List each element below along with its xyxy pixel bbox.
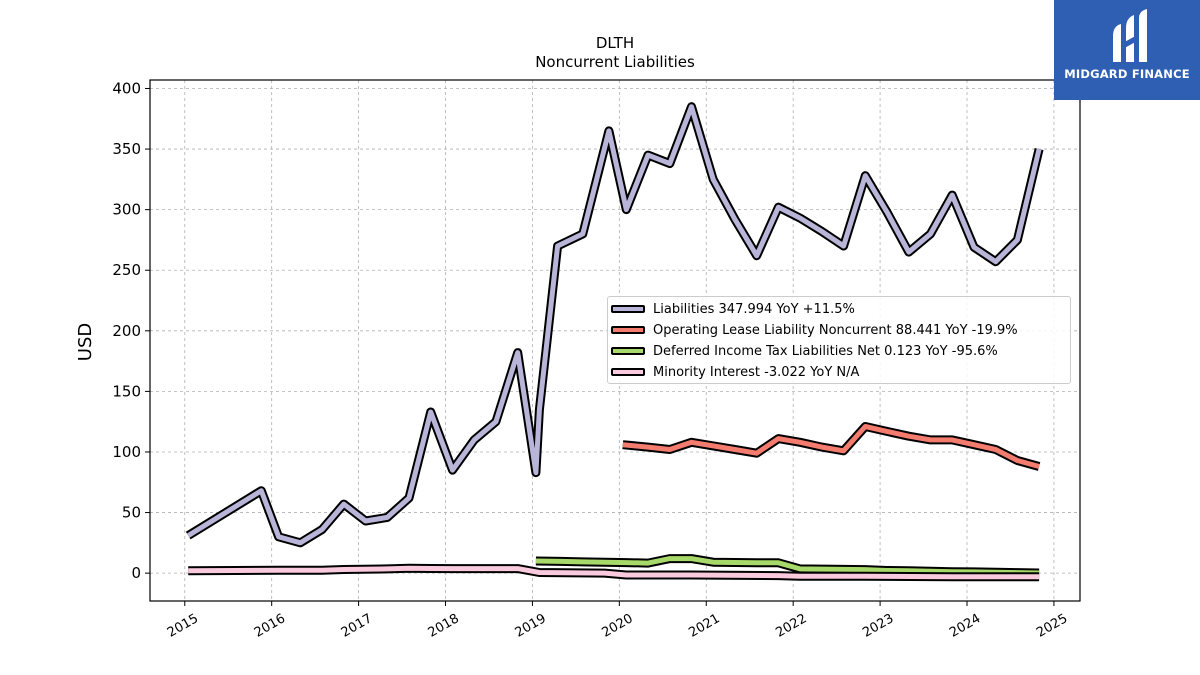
series-line-operating-lease-liability-noncurrent [622,424,1040,469]
chart-subtitle: Noncurrent Liabilities [535,53,695,71]
y-tick-label: 50 [122,504,141,522]
y-tick-label: 150 [112,382,141,400]
legend-label-operating-lease: Operating Lease Liability Noncurrent 88.… [653,322,1018,338]
x-tick-label: 2017 [339,611,375,641]
chart-title: DLTH [596,34,634,52]
x-tick-label: 2016 [252,611,288,641]
legend-item-operating-lease: Operating Lease Liability Noncurrent 88.… [611,320,1018,340]
x-tick-label: 2022 [773,611,809,641]
y-axis: 0 50 100 150 200 250 300 350 400 [112,79,150,582]
y-tick-label: 350 [112,140,141,158]
x-tick-label: 2025 [1034,611,1070,641]
x-tick-label: 2015 [165,611,201,641]
brand-logo: MIDGARD FINANCE [1054,0,1200,100]
logo-mark-icon [1113,9,1147,62]
plot-frame [149,79,1081,602]
legend-item-minority-interest: Minority Interest -3.022 YoY N/A [611,362,859,382]
series-line-deferred-income-tax-liabilities-net [535,556,1040,576]
series-line-minority-interest [188,565,1040,580]
y-tick-label: 250 [112,261,141,279]
legend-swatch-deferred-tax [611,347,645,355]
x-tick-label: 2019 [513,611,549,641]
chart-legend: Liabilities 347.994 YoY +11.5% Operating… [607,296,1071,384]
legend-item-deferred-tax: Deferred Income Tax Liabilities Net 0.12… [611,341,998,361]
x-tick-label: 2024 [947,611,983,641]
y-tick-label: 200 [112,322,141,340]
x-tick-label: 2023 [860,611,896,641]
series-line-liabilities [186,104,1042,546]
legend-label-minority-interest: Minority Interest -3.022 YoY N/A [653,364,860,380]
y-tick-label: 400 [112,79,141,97]
y-tick-label: 0 [131,564,141,582]
y-tick-label: 300 [112,201,141,219]
y-axis-label: USD [75,323,96,361]
x-tick-label: 2018 [426,611,462,641]
legend-label-deferred-tax: Deferred Income Tax Liabilities Net 0.12… [653,343,998,359]
legend-swatch-minority-interest [611,368,645,376]
legend-swatch-operating-lease [611,326,645,334]
legend-label-liabilities: Liabilities 347.994 YoY +11.5% [653,301,855,317]
y-tick-label: 100 [112,443,141,461]
series-group [185,102,1044,582]
legend-item-liabilities: Liabilities 347.994 YoY +11.5% [611,299,855,319]
legend-swatch-liabilities [611,305,645,313]
brand-name: MIDGARD FINANCE [1064,67,1190,81]
x-axis: 2015 2016 2017 2018 2019 2020 2021 2022 2023 2024… [165,601,1070,641]
x-tick-label: 2020 [600,611,636,641]
x-tick-label: 2021 [686,611,722,641]
